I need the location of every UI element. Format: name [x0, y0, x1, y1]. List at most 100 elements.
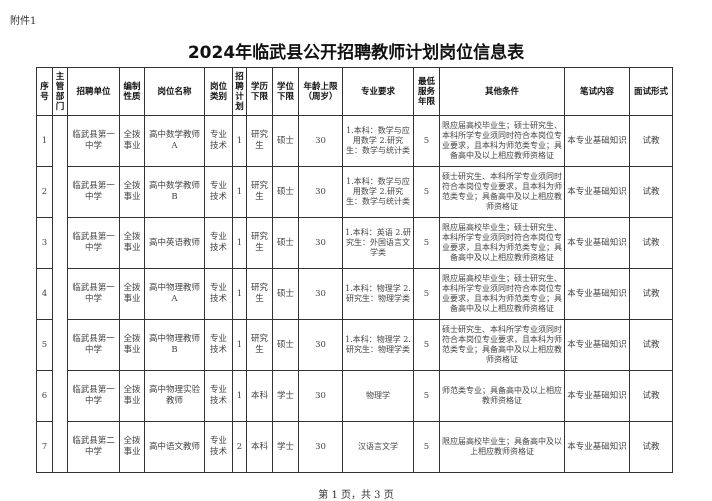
cell-category: 专业技术: [204, 217, 233, 269]
cell-edu: 研究生: [246, 217, 273, 269]
cell-no: 2: [36, 166, 53, 218]
cell-other: 限应届高校毕业生；硕士研究生、本科所学专业须同时符合本岗位专业要求，且本科为师范…: [439, 115, 565, 167]
cell-plan: 1: [232, 370, 247, 422]
cell-category: 专业技术: [204, 370, 233, 422]
cell-interview: 试教: [629, 217, 673, 269]
cell-plan: 1: [232, 217, 247, 269]
header-row: 序号 主管部门 招聘单位 编制性质 岗位名称 岗位类别 招聘计划 学历下限 学位下限 年龄上限（周…: [36, 67, 673, 116]
header-exam: 笔试内容: [564, 67, 630, 116]
cell-degree: 硕士: [272, 166, 299, 218]
cell-no: 4: [36, 268, 53, 320]
cell-major: 1.本科：英语 2.研究生：外国语言文学类: [342, 217, 414, 269]
cell-edu: 研究生: [246, 319, 273, 371]
cell-edu: 本科: [246, 421, 273, 473]
cell-no: 7: [36, 421, 53, 473]
cell-age: 30: [298, 166, 343, 218]
cell-age: 30: [298, 115, 343, 167]
cell-years: 5: [413, 268, 440, 320]
header-age: 年龄上限（周岁）: [298, 67, 343, 116]
cell-exam: 本专业基础知识: [564, 217, 630, 269]
positions-table: 序号 主管部门 招聘单位 编制性质 岗位名称 岗位类别 招聘计划 学历下限 学位下限 年龄上限（周…: [36, 67, 673, 473]
table-row: 3 临武县第一中学 全拨事业 高中英语教师 专业技术 1 研究生 硕士 30 1.本科：英语 2.…: [36, 217, 673, 269]
cell-nature: 全拨事业: [119, 217, 145, 269]
cell-position: 高中语文教师: [144, 421, 205, 473]
cell-interview: 试教: [629, 370, 673, 422]
cell-degree: 学士: [272, 421, 299, 473]
cell-unit: 临武县第一中学: [67, 217, 120, 269]
cell-interview: 试教: [629, 268, 673, 320]
cell-nature: 全拨事业: [119, 166, 145, 218]
page-footer: 第 1 页，共 3 页: [318, 490, 394, 501]
cell-category: 专业技术: [204, 166, 233, 218]
cell-position: 高中物理教师A: [144, 268, 205, 320]
cell-nature: 全拨事业: [119, 115, 145, 167]
cell-major: 物理学: [342, 370, 414, 422]
cell-age: 30: [298, 370, 343, 422]
table-row: 2 临武县第一中学 全拨事业 高中数学教师B 专业技术 1 研究生 硕士 30 1.本科：数学与应…: [36, 166, 673, 218]
cell-nature: 全拨事业: [119, 319, 145, 371]
cell-other: 师范类专业；具备高中及以上相应教师资格证: [439, 370, 565, 422]
header-degree: 学位下限: [272, 67, 299, 116]
header-no: 序号: [36, 67, 53, 116]
cell-nature: 全拨事业: [119, 370, 145, 422]
cell-position: 高中物理实验教师: [144, 370, 205, 422]
page-title: 2024年临武县公开招聘教师计划岗位信息表: [187, 43, 525, 63]
cell-other: 限应届高校毕业生；硕士研究生、本科所学专业须同时符合本岗位专业要求，且本科为师范…: [439, 268, 565, 320]
cell-dept: [52, 115, 68, 473]
cell-edu: 本科: [246, 370, 273, 422]
cell-position: 高中数学教师A: [144, 115, 205, 167]
cell-no: 6: [36, 370, 53, 422]
cell-position: 高中英语教师: [144, 217, 205, 269]
cell-plan: 1: [232, 166, 247, 218]
cell-category: 专业技术: [204, 319, 233, 371]
cell-no: 5: [36, 319, 53, 371]
header-other: 其他条件: [439, 67, 565, 116]
cell-unit: 临武县第二中学: [67, 421, 120, 473]
cell-major: 1.本科：数学与应用数学 2.研究生：数学与统计类: [342, 115, 414, 167]
cell-unit: 临武县第一中学: [67, 370, 120, 422]
cell-major: 汉语言文学: [342, 421, 414, 473]
cell-edu: 研究生: [246, 115, 273, 167]
cell-unit: 临武县第一中学: [67, 166, 120, 218]
header-years: 最低服务年限: [413, 67, 440, 116]
header-nature: 编制性质: [119, 67, 145, 116]
table-row: 4 临武县第一中学 全拨事业 高中物理教师A 专业技术 1 研究生 硕士 30 1.本科：物理学 …: [36, 268, 673, 320]
cell-position: 高中数学教师B: [144, 166, 205, 218]
cell-years: 5: [413, 370, 440, 422]
table-row: 5 临武县第一中学 全拨事业 高中物理教师B 专业技术 1 研究生 硕士 30 1.本科：物理学 …: [36, 319, 673, 371]
cell-plan: 2: [232, 421, 247, 473]
cell-degree: 硕士: [272, 115, 299, 167]
cell-plan: 1: [232, 319, 247, 371]
header-dept: 主管部门: [52, 67, 68, 116]
cell-edu: 研究生: [246, 166, 273, 218]
cell-plan: 1: [232, 115, 247, 167]
cell-degree: 学士: [272, 370, 299, 422]
cell-no: 1: [36, 115, 53, 167]
cell-other: 硕士研究生、本科所学专业须同时符合本岗位专业要求，且本科为师范类专业；具备高中及…: [439, 319, 565, 371]
cell-years: 5: [413, 421, 440, 473]
cell-degree: 硕士: [272, 319, 299, 371]
cell-category: 专业技术: [204, 115, 233, 167]
cell-exam: 本专业基础知识: [564, 370, 630, 422]
cell-interview: 试教: [629, 115, 673, 167]
cell-interview: 试教: [629, 166, 673, 218]
cell-exam: 本专业基础知识: [564, 166, 630, 218]
cell-other: 限应届高校毕业生；硕士研究生、本科所学专业须同时符合本岗位专业要求，且本科为师范…: [439, 217, 565, 269]
cell-no: 3: [36, 217, 53, 269]
cell-plan: 1: [232, 268, 247, 320]
cell-years: 5: [413, 319, 440, 371]
cell-exam: 本专业基础知识: [564, 268, 630, 320]
cell-years: 5: [413, 166, 440, 218]
cell-age: 30: [298, 319, 343, 371]
cell-position: 高中物理教师B: [144, 319, 205, 371]
header-plan: 招聘计划: [232, 67, 247, 116]
cell-years: 5: [413, 115, 440, 167]
cell-exam: 本专业基础知识: [564, 115, 630, 167]
header-unit: 招聘单位: [67, 67, 120, 116]
header-category: 岗位类别: [204, 67, 233, 116]
cell-major: 1.本科：物理学 2.研究生：物理学类: [342, 268, 414, 320]
cell-interview: 试教: [629, 319, 673, 371]
cell-other: 限应届高校毕业生；具备高中及以上相应教师资格证: [439, 421, 565, 473]
cell-nature: 全拨事业: [119, 421, 145, 473]
cell-category: 专业技术: [204, 421, 233, 473]
